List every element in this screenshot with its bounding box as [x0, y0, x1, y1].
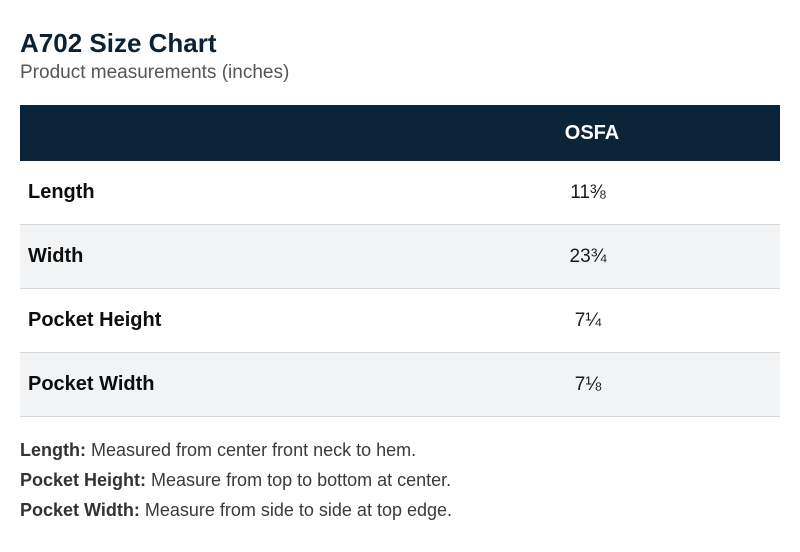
- row-value-width: 23¾: [404, 224, 780, 289]
- note-text: Measure from side to side at top edge.: [139, 500, 453, 520]
- row-value-length: 11⅜: [404, 161, 780, 225]
- size-chart: A702 Size Chart Product measurements (in…: [20, 26, 780, 525]
- table-row-pocket-height: Pocket Height 7¼: [20, 288, 780, 353]
- row-label-length: Length: [20, 161, 404, 225]
- measurement-notes: Length: Measured from center front neck …: [20, 435, 780, 525]
- note-pocket-width: Pocket Width: Measure from side to side …: [20, 495, 780, 525]
- note-length: Length: Measured from center front neck …: [20, 435, 780, 465]
- row-label-pocket-width: Pocket Width: [20, 352, 404, 417]
- row-value-pocket-width: 7⅛: [404, 352, 780, 417]
- page-title: A702 Size Chart: [20, 28, 217, 58]
- column-header-label: [20, 105, 404, 161]
- note-term: Pocket Height:: [20, 470, 147, 490]
- table-row-pocket-width: Pocket Width 7⅛: [20, 352, 780, 417]
- table-row-length: Length 11⅜: [20, 161, 780, 225]
- note-text: Measured from center front neck to hem.: [85, 440, 417, 460]
- row-label-width: Width: [20, 224, 404, 289]
- column-header-osfa: OSFA: [404, 105, 780, 161]
- note-term: Pocket Width:: [20, 500, 140, 520]
- table-row-width: Width 23¾: [20, 224, 780, 289]
- size-table: OSFA Length 11⅜ Width 23¾ Pocket Height …: [20, 105, 780, 417]
- page-subtitle: Product measurements (inches): [20, 62, 290, 83]
- row-label-pocket-height: Pocket Height: [20, 288, 404, 353]
- row-value-pocket-height: 7¼: [404, 288, 780, 353]
- table-header-row: OSFA: [20, 105, 780, 161]
- note-term: Length:: [20, 440, 86, 460]
- note-pocket-height: Pocket Height: Measure from top to botto…: [20, 465, 780, 495]
- note-text: Measure from top to bottom at center.: [146, 470, 452, 490]
